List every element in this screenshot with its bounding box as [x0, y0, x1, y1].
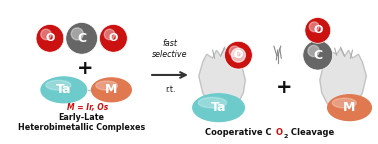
- Text: Early-Late: Early-Late: [59, 113, 105, 122]
- Circle shape: [231, 48, 245, 62]
- Text: O: O: [234, 50, 243, 60]
- Text: C: C: [77, 32, 86, 45]
- Text: Heterobimetallic Complexes: Heterobimetallic Complexes: [18, 123, 145, 132]
- Text: +: +: [276, 78, 292, 97]
- Ellipse shape: [198, 97, 226, 108]
- Text: Cleavage: Cleavage: [288, 128, 334, 137]
- Text: O: O: [234, 50, 243, 60]
- Text: M: M: [105, 83, 118, 96]
- Circle shape: [225, 41, 252, 69]
- Text: O: O: [109, 33, 118, 43]
- Text: O: O: [313, 25, 322, 35]
- Ellipse shape: [91, 78, 131, 102]
- Ellipse shape: [332, 98, 356, 108]
- Circle shape: [104, 29, 115, 40]
- Circle shape: [66, 22, 98, 54]
- Circle shape: [36, 24, 64, 52]
- Text: fast
selective: fast selective: [152, 39, 188, 59]
- Circle shape: [229, 46, 240, 57]
- Ellipse shape: [41, 77, 87, 103]
- Text: O: O: [276, 128, 283, 137]
- Text: C: C: [313, 49, 322, 62]
- Text: Ta: Ta: [211, 101, 226, 114]
- Text: +: +: [76, 59, 93, 77]
- Ellipse shape: [193, 94, 244, 122]
- Circle shape: [309, 22, 319, 32]
- Text: Ta: Ta: [56, 83, 71, 96]
- Circle shape: [41, 29, 51, 40]
- Text: Cooperative C: Cooperative C: [205, 128, 271, 137]
- Circle shape: [305, 18, 331, 43]
- Circle shape: [308, 45, 319, 57]
- Circle shape: [303, 40, 333, 70]
- Text: 2: 2: [283, 134, 287, 139]
- Text: M: M: [343, 101, 356, 114]
- Ellipse shape: [96, 81, 118, 90]
- Text: O: O: [45, 33, 55, 43]
- Text: M = Ir, Os: M = Ir, Os: [67, 103, 108, 112]
- Circle shape: [99, 24, 127, 52]
- Ellipse shape: [328, 95, 371, 121]
- Polygon shape: [320, 48, 366, 116]
- Circle shape: [71, 28, 83, 40]
- Ellipse shape: [46, 80, 71, 90]
- Text: r.t.: r.t.: [165, 85, 175, 94]
- Polygon shape: [199, 48, 245, 116]
